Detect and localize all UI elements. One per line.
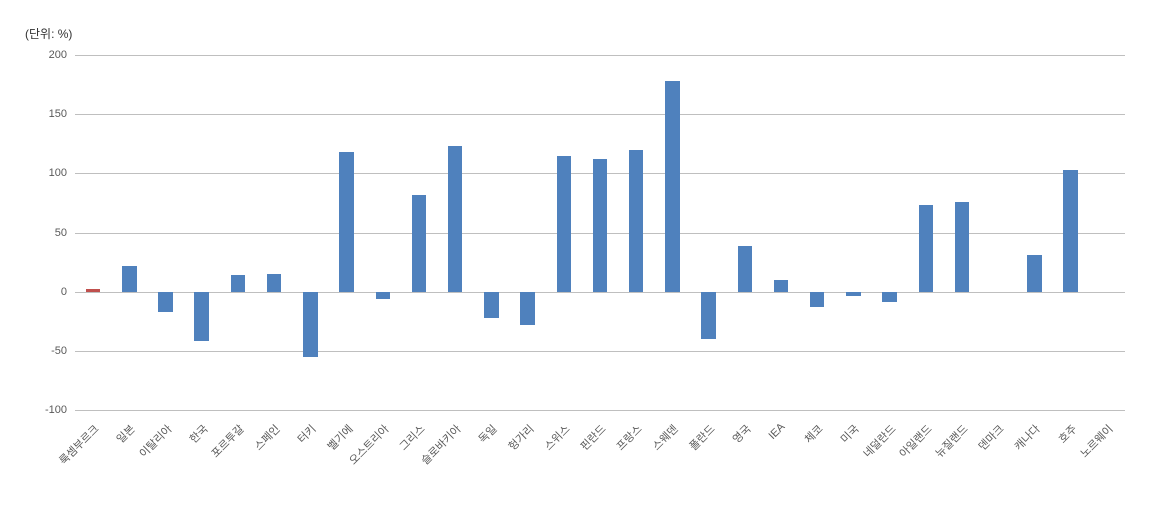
bar — [557, 156, 571, 292]
bar — [231, 275, 245, 292]
bar — [1027, 255, 1041, 292]
y-tick-label: 100 — [49, 167, 67, 179]
x-tick-label: 프랑스 — [613, 421, 646, 454]
x-tick-label: 터키 — [294, 421, 320, 447]
x-tick-label: 네덜란드 — [859, 421, 899, 461]
x-tick-label: 핀란드 — [577, 421, 610, 454]
x-axis-labels: 룩셈부르크일본이탈리아한국포르투갈스페인터키벨기에오스트리아그리스슬로바키아독일… — [75, 415, 1125, 505]
bar — [376, 292, 390, 299]
bar — [520, 292, 534, 325]
x-tick-label: 스웨덴 — [649, 421, 682, 454]
unit-label: (단위: %) — [25, 25, 72, 42]
y-tick-label: -50 — [51, 345, 67, 357]
y-tick-label: 150 — [49, 108, 67, 120]
y-tick-label: 0 — [61, 286, 67, 298]
bar — [448, 146, 462, 292]
bar — [701, 292, 715, 339]
x-tick-label: 덴마크 — [975, 421, 1008, 454]
x-tick-label: 룩셈부르크 — [55, 421, 102, 468]
x-tick-label: 한국 — [185, 421, 211, 447]
bar — [484, 292, 498, 318]
y-tick-label: 200 — [49, 49, 67, 61]
x-tick-label: 영국 — [728, 421, 754, 447]
x-tick-label: 헝가리 — [504, 421, 537, 454]
bar — [774, 280, 788, 292]
x-tick-label: 뉴질랜드 — [931, 421, 971, 461]
bar — [194, 292, 208, 342]
bar — [158, 292, 172, 312]
x-tick-label: 스위스 — [540, 421, 573, 454]
plot-area: -100-50050100150200 — [75, 55, 1125, 410]
bar — [1063, 170, 1077, 292]
bar — [86, 289, 100, 291]
x-tick-label: IEA — [766, 421, 787, 442]
chart-container: (단위: %) -100-50050100150200 룩셈부르크일본이탈리아한… — [20, 20, 1133, 489]
x-tick-label: 아일랜드 — [895, 421, 935, 461]
gridline — [75, 55, 1125, 56]
x-tick-label: 이탈리아 — [135, 421, 175, 461]
x-tick-label: 노르웨이 — [1076, 421, 1116, 461]
x-tick-label: 체코 — [801, 421, 827, 447]
x-tick-label: 호주 — [1054, 421, 1080, 447]
x-tick-label: 폴란드 — [685, 421, 718, 454]
bar — [882, 292, 896, 303]
bar — [665, 81, 679, 292]
x-tick-label: 스페인 — [251, 421, 284, 454]
gridline — [75, 410, 1125, 411]
bar — [122, 266, 136, 292]
bar — [412, 195, 426, 292]
bar — [339, 152, 353, 292]
bar — [303, 292, 317, 357]
y-tick-label: -100 — [45, 404, 67, 416]
bar — [810, 292, 824, 307]
x-tick-label: 독일 — [475, 421, 501, 447]
x-tick-label: 벨기에 — [323, 421, 356, 454]
bar — [593, 159, 607, 292]
x-tick-label: 미국 — [837, 421, 863, 447]
x-tick-label: 일본 — [113, 421, 139, 447]
gridline — [75, 292, 1125, 293]
gridline — [75, 351, 1125, 352]
bar — [846, 292, 860, 297]
x-tick-label: 포르투갈 — [207, 421, 247, 461]
bar — [955, 202, 969, 292]
bar — [738, 246, 752, 292]
bar — [919, 205, 933, 291]
gridline — [75, 114, 1125, 115]
bar — [629, 150, 643, 292]
y-tick-label: 50 — [55, 227, 67, 239]
bar — [267, 274, 281, 292]
x-tick-label: 캐나다 — [1011, 421, 1044, 454]
